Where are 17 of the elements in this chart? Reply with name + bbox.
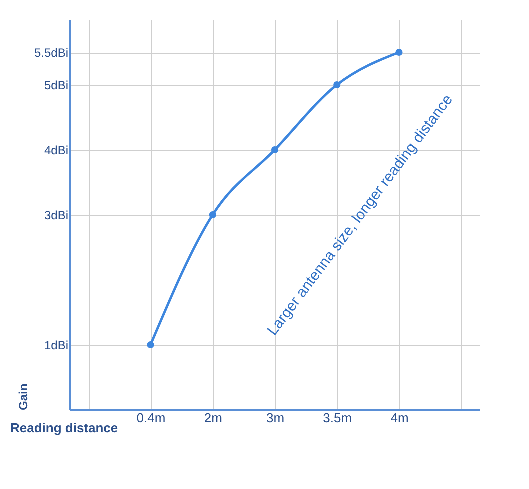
point — [209, 211, 216, 219]
point — [271, 146, 279, 154]
x-tick-label: 3m — [266, 410, 285, 426]
point — [334, 81, 341, 89]
x-axis-title: Reading distance — [10, 420, 118, 436]
y-tick-label: 4dBi — [44, 144, 68, 158]
x-tick-label: 3.5m — [323, 410, 352, 426]
y-axis-title: Gain — [16, 384, 30, 410]
y-tick-label: 5.5dBi — [34, 46, 68, 60]
y-tick-label: 5dBi — [44, 78, 68, 92]
x-tick-label: 2m — [204, 410, 222, 426]
point — [147, 341, 154, 349]
x-tick-label: 4m — [390, 410, 409, 426]
x-tick-label: 0.4m — [136, 410, 166, 426]
y-tick-label: 1dBi — [44, 338, 68, 352]
point — [396, 48, 403, 56]
y-tick-label: 3dBi — [44, 208, 68, 222]
